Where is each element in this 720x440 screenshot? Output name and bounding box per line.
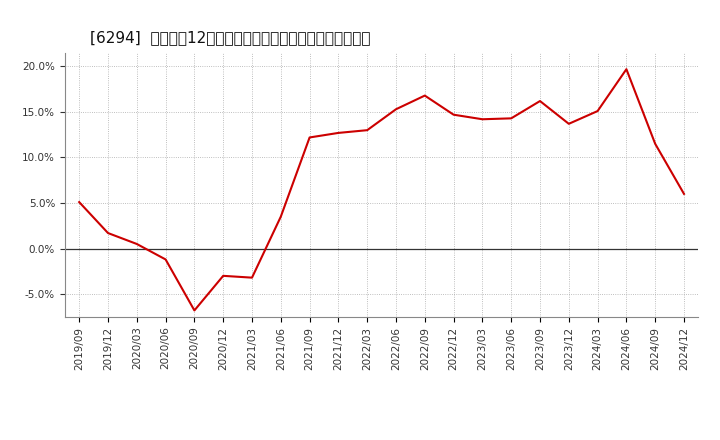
Text: [6294]  売上高の12か月移動合計の対前年同期増減率の推移: [6294] 売上高の12か月移動合計の対前年同期増減率の推移 — [90, 29, 371, 45]
